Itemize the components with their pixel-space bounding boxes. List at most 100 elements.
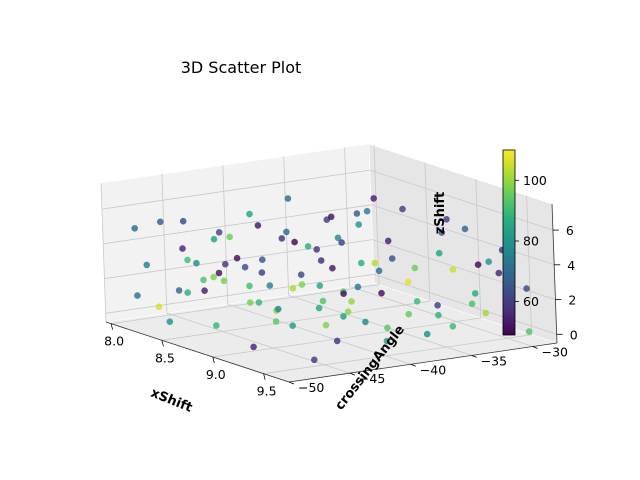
scatter-point [378, 289, 385, 297]
scatter-points [131, 195, 533, 364]
scatter-point [131, 225, 138, 232]
scatter-point [184, 256, 191, 264]
x-grid-back [373, 145, 380, 285]
x-tick-label: 8.5 [155, 350, 175, 365]
scatter-point [411, 264, 419, 272]
z-grid-left [101, 169, 370, 210]
scatter-point [315, 304, 323, 312]
scatter-point [353, 210, 361, 217]
scatter-point [284, 195, 292, 202]
z-grid-back [369, 169, 554, 231]
scatter-point [201, 287, 208, 295]
scatter-point [179, 217, 187, 225]
scatter-point [461, 225, 469, 233]
scatter-point [200, 276, 207, 284]
scatter-point [474, 261, 482, 269]
colorbar-tick-label: 60 [523, 294, 539, 309]
scatter-point [435, 249, 443, 257]
y-tick-label: −30 [542, 345, 568, 360]
y-grid-left [100, 182, 107, 323]
scatter-point [215, 269, 223, 277]
scatter-point [233, 254, 241, 262]
scatter-point [471, 290, 479, 297]
z-tick-label: 2 [568, 293, 576, 308]
x-grid-back [526, 195, 532, 335]
x-axis-line [105, 321, 290, 383]
scatter-point [143, 261, 150, 269]
scatter-point [468, 300, 476, 308]
z-grid-left [103, 204, 372, 245]
scatter-point [266, 282, 274, 289]
scatter-point [220, 277, 228, 285]
x-axis-label: xShift [148, 386, 194, 416]
x-tick-label: 9.5 [257, 384, 277, 399]
y-tick-mark [349, 372, 356, 376]
scatter-point [485, 258, 493, 266]
scatter-point [304, 243, 312, 250]
scatter-point [449, 266, 457, 273]
scatter-point [338, 239, 345, 246]
scatter-point [258, 269, 266, 276]
scatter-point [184, 289, 191, 296]
z-axis-ticks: 0 2 4 6 [552, 223, 578, 342]
y-axis-ticks: −50 −45 −40 −35 −30 [288, 345, 568, 395]
y-grid-floor [227, 303, 411, 365]
scatter-point [375, 267, 383, 275]
scatter-point [413, 298, 421, 305]
scatter-point [226, 233, 233, 241]
scatter-point [283, 228, 290, 236]
x-grid-back [475, 178, 482, 319]
scatter-point [443, 216, 450, 223]
scatter-point [363, 207, 371, 215]
scatter-point [289, 322, 297, 330]
scatter-point [344, 308, 352, 316]
scatter-point [246, 299, 254, 306]
scatter-point [370, 195, 378, 202]
scatter-point [399, 205, 406, 213]
y-grid-left [283, 156, 290, 296]
x-tick-mark [110, 323, 113, 330]
y-tick-mark [532, 346, 538, 349]
scatter-point [334, 234, 342, 242]
scatter-point [278, 235, 286, 242]
scatter-point [383, 337, 391, 345]
scatter-point [255, 299, 263, 306]
scatter-point [523, 285, 530, 292]
y-grid-floor [166, 312, 351, 374]
scatter-point [319, 297, 327, 305]
z-grid-left [105, 273, 374, 314]
x-tick-mark [212, 356, 215, 364]
x-grid-floor [263, 334, 532, 375]
scatter-point [348, 298, 355, 305]
scatter-point [157, 218, 164, 226]
scatter-point [250, 343, 257, 351]
x-tick-label: 8.0 [104, 334, 124, 349]
z-tick-label: 4 [567, 258, 575, 273]
scatter-point [259, 256, 266, 264]
scatter-point [134, 292, 141, 299]
y-tick-label: −35 [481, 353, 507, 368]
axis-edges [105, 203, 558, 383]
x-axis-ticks: 8.0 8.5 9.0 9.5 [104, 323, 277, 399]
scatter-point [423, 330, 431, 338]
y-tick-mark [288, 381, 295, 385]
scatter-point [371, 259, 379, 267]
scatter-point [384, 324, 391, 332]
scatter-point [246, 282, 253, 290]
scatter-point [525, 328, 533, 335]
scatter-point [291, 238, 298, 246]
scatter-point [241, 263, 249, 271]
scatter-point [495, 269, 503, 277]
scatter-point [329, 264, 336, 272]
y-tick-mark [410, 363, 416, 367]
scatter-point [327, 213, 335, 221]
scatter-point [404, 278, 412, 286]
x-grid-floor [111, 284, 380, 325]
scatter-point [388, 255, 396, 262]
z-tick-label: 0 [570, 327, 578, 342]
scatter-point [384, 237, 392, 245]
scatter-point [358, 259, 365, 267]
scatter-point [215, 229, 223, 236]
scatter-point [434, 302, 441, 309]
y-grid-left [344, 147, 350, 287]
